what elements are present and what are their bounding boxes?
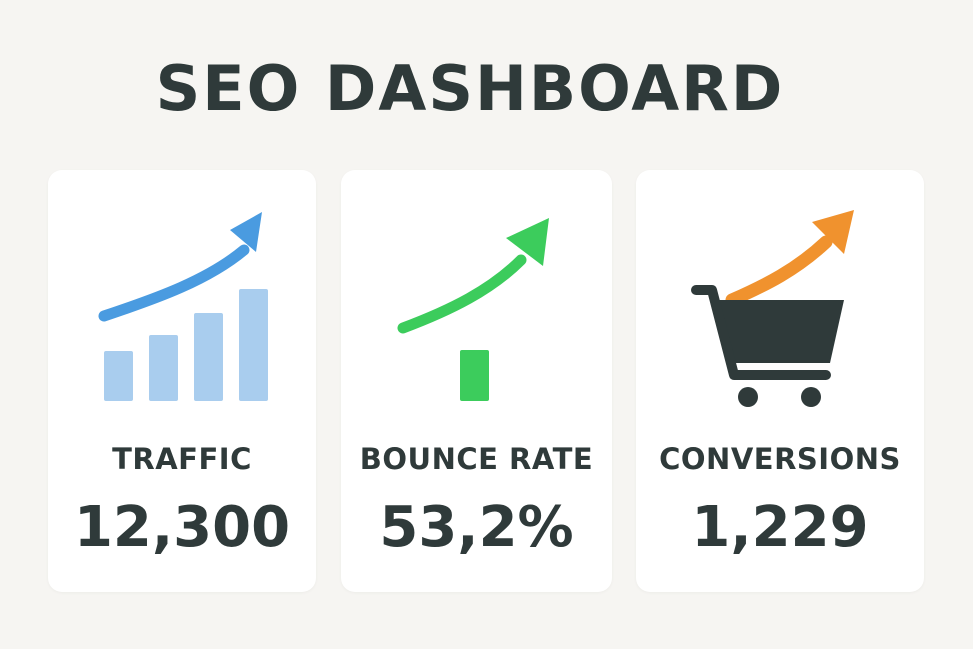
conversions-label: CONVERSIONS	[659, 442, 901, 476]
traffic-label: TRAFFIC	[112, 442, 252, 476]
traffic-card: TRAFFIC 12,300	[48, 170, 316, 592]
traffic-value: 12,300	[73, 495, 291, 560]
bounce-rate-card: BOUNCE RATE 53,2%	[341, 170, 612, 592]
trend-up-arrow-icon	[397, 218, 549, 401]
page-title: SEO DASHBOARD	[155, 52, 785, 125]
bounce-rate-label: BOUNCE RATE	[359, 442, 594, 476]
conversions-card: CONVERSIONS 1,229	[636, 170, 924, 592]
bounce-rate-value: 53,2%	[379, 495, 574, 560]
conversions-value: 1,229	[691, 495, 869, 560]
shopping-cart-icon	[691, 210, 854, 407]
bar-chart-growth-icon	[98, 212, 268, 401]
